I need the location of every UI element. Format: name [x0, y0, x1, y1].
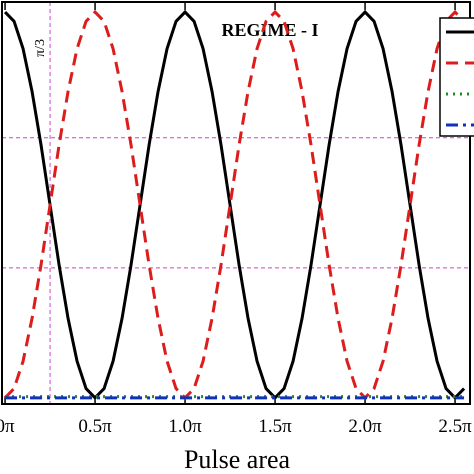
plot-frame — [1, 1, 471, 405]
x-tick-label: 0.5π — [78, 416, 112, 437]
legend-box — [439, 17, 474, 137]
series-line — [3, 9, 466, 400]
x-tick-label: 1.5π — [258, 416, 292, 437]
annotation: REGIME - I — [221, 20, 318, 40]
x-tick-label: 1.0π — [168, 416, 202, 437]
x-tick-label: 2.5π — [438, 416, 472, 437]
series-line — [3, 9, 466, 400]
x-tick-label: 2.0π — [348, 416, 382, 437]
x-tick-label: 0π — [0, 416, 15, 437]
x-axis-label: Pulse area — [184, 445, 291, 474]
guide-label: π/3 — [33, 39, 48, 57]
